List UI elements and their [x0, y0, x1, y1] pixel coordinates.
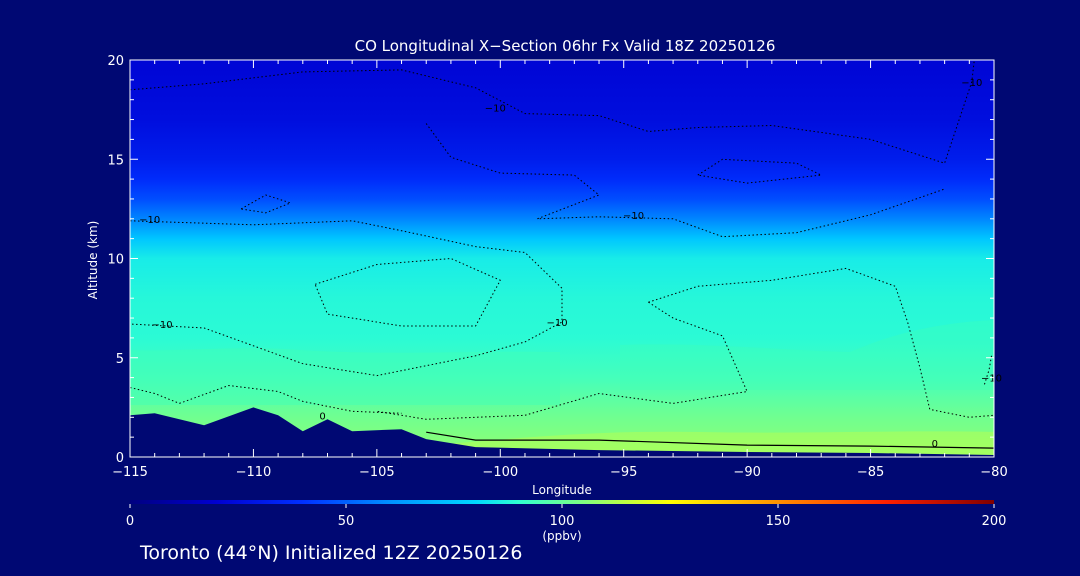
- x-tick-label: −80: [980, 465, 1007, 480]
- co-concentration-field: [130, 60, 994, 457]
- contour-lower-west: [130, 384, 402, 414]
- y-tick-label: 0: [116, 451, 124, 466]
- contour-label: −10: [961, 78, 982, 89]
- terrain-silhouette: [130, 407, 994, 457]
- colorbar-tick-label: 100: [550, 514, 575, 529]
- plot-area: [130, 60, 994, 457]
- y-tick-label: 15: [107, 153, 124, 168]
- contour-east-mid-loop: [648, 267, 994, 418]
- colorbar-unit-label: (ppbv): [542, 529, 581, 543]
- x-tick-label: −110: [236, 465, 272, 480]
- colorbar-tick-label: 150: [766, 514, 791, 529]
- x-tick-label: −95: [610, 465, 637, 480]
- x-tick-label: −115: [112, 465, 148, 480]
- colorbar-tick-label: 0: [126, 514, 134, 529]
- contour-label-group: −10 −10 −10 −10 −10 −10 0 0 −10: [139, 78, 1002, 450]
- footer-station-info: Toronto (44°N) Initialized 12Z 20250126: [140, 542, 523, 564]
- y-tick-label: 20: [107, 54, 124, 69]
- contour-label: −10: [981, 374, 1002, 385]
- contour-east-upper-loop: [697, 158, 823, 184]
- contour-far-east-tail: [983, 355, 992, 386]
- chart-title: CO Longitudinal X−Section 06hr Fx Valid …: [355, 37, 776, 55]
- colorbar: [130, 500, 994, 504]
- y-axis-label: Altitude (km): [86, 221, 100, 300]
- contour-label: −10: [623, 211, 644, 222]
- zero-contour-line: [426, 431, 994, 449]
- co-mid-level-high-patch: [130, 348, 560, 405]
- x-axis: −115 −110 −105 −100 −95 −90 −85 −80: [112, 60, 1008, 480]
- y-tick-label: 10: [107, 253, 124, 268]
- contour-upper-trough: [425, 123, 945, 238]
- contour-label: 0: [319, 411, 325, 422]
- contour-west-mid-loop: [314, 257, 501, 327]
- contour-label: −10: [152, 320, 173, 331]
- colorbar-tick-label: 200: [982, 514, 1007, 529]
- y-tick-label: 5: [116, 352, 124, 367]
- x-tick-label: −105: [359, 465, 395, 480]
- colorbar-tick-label: 50: [338, 514, 355, 529]
- contour-label: −10: [139, 215, 160, 226]
- contour-label: 0: [932, 439, 938, 450]
- x-tick-label: −85: [857, 465, 884, 480]
- contour-label: −10: [485, 104, 506, 115]
- colorbar-ticks: 0 50 100 150 200: [126, 504, 1007, 529]
- x-tick-label: −90: [733, 465, 760, 480]
- contour-lines: [130, 60, 994, 449]
- contour-label: −10: [547, 318, 568, 329]
- contour-upper-dome: [130, 60, 975, 164]
- y-axis: 0 5 10 15 20: [107, 54, 994, 466]
- co-east-mid-level-patch: [620, 320, 994, 390]
- x-axis-label: Longitude: [532, 483, 592, 497]
- contour-small-loop: [240, 194, 292, 214]
- x-tick-label: −100: [482, 465, 518, 480]
